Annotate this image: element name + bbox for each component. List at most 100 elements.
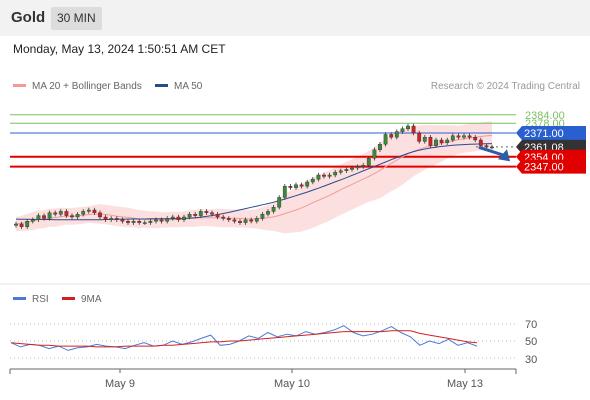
candle-body — [478, 139, 483, 146]
candle-body — [176, 216, 181, 220]
price-tag-2384.00: 2384.00 — [525, 110, 565, 122]
candle-body — [232, 219, 237, 222]
x-tick-label-may13: May 13 — [447, 378, 483, 390]
candle-body — [277, 197, 282, 208]
candle-body — [322, 174, 326, 177]
datetime-label: Monday, May 13, 2024 1:50:51 AM CET — [13, 42, 226, 56]
ma20-legend-swatch — [13, 83, 26, 87]
candle-body — [182, 216, 186, 220]
candle-body — [439, 139, 444, 143]
candle-body — [282, 185, 287, 198]
rsi-tick-30: 30 — [525, 354, 537, 366]
legend-ma50: MA 50 — [155, 81, 202, 92]
x-tick-label-may10: May 10 — [274, 378, 310, 390]
candle-body — [310, 178, 315, 183]
candle-body — [266, 211, 270, 215]
candle-body — [394, 131, 399, 138]
bollinger-band — [16, 121, 492, 234]
candle-body — [159, 219, 164, 222]
timeframe-badge[interactable]: 30 MIN — [51, 7, 102, 30]
candle-body — [473, 136, 478, 141]
candle-body — [299, 184, 304, 187]
candle-body — [422, 136, 427, 142]
ma20-legend-label: MA 20 + Bollinger Bands — [32, 81, 142, 92]
candle-body — [81, 211, 86, 215]
candle-body — [36, 215, 41, 221]
price-tag-2347.00: 2347.00 — [524, 162, 564, 174]
candle-body — [64, 211, 69, 216]
candle-body — [221, 216, 226, 219]
candle-body — [47, 212, 52, 219]
price-tag-bg-2371.00 — [516, 126, 586, 140]
candle-body — [294, 184, 298, 188]
candle-body — [226, 218, 231, 220]
rsi-y-tick-group: 70 50 30 — [525, 319, 537, 366]
candle-body — [249, 219, 254, 222]
candle-body — [372, 149, 377, 159]
candles-group — [14, 123, 494, 230]
candle-body — [333, 171, 338, 176]
candle-body — [271, 206, 276, 212]
rsi-legend-label: RSI — [32, 294, 49, 305]
price-tag-bg-2347.00 — [516, 159, 586, 174]
candle-body — [70, 215, 74, 218]
candle-body — [75, 213, 80, 218]
candle-body — [428, 136, 433, 146]
instrument-title: Gold — [11, 9, 46, 26]
candle-body — [30, 219, 35, 222]
rsi-tick-50: 50 — [525, 336, 537, 348]
candle-body — [467, 135, 472, 138]
candle-body — [378, 143, 382, 150]
rsi-9ma-line — [10, 330, 478, 348]
candle-body — [92, 209, 97, 213]
candle-body — [338, 170, 343, 173]
candle-body — [193, 213, 198, 216]
candle-body — [238, 220, 242, 223]
candle-body — [484, 145, 489, 148]
rsi-legend-swatch — [13, 296, 26, 300]
candle-body — [103, 216, 108, 220]
candle-body — [361, 164, 366, 167]
ma50-line — [15, 143, 493, 221]
x-tick-group: May 9 May 10 May 13 — [105, 369, 483, 390]
candle-body — [148, 220, 153, 223]
candle-body — [344, 169, 349, 171]
candle-body — [14, 223, 18, 226]
legend-rsi-ma: 9MA — [62, 294, 102, 305]
candle-body — [260, 213, 265, 219]
rsi-line — [10, 325, 478, 351]
candle-body — [58, 211, 63, 215]
candle-body — [462, 135, 466, 138]
candle-body — [450, 135, 455, 141]
legend-rsi: RSI — [13, 294, 49, 305]
rsi-tick-70: 70 — [525, 319, 537, 331]
candle-body — [210, 212, 214, 215]
candle-body — [53, 212, 58, 215]
candle-body — [456, 135, 461, 138]
candle-body — [131, 220, 136, 223]
candle-body — [19, 223, 24, 227]
candle-body — [98, 212, 102, 218]
legend-ma20: MA 20 + Bollinger Bands — [13, 81, 142, 92]
ma50-legend-swatch — [155, 83, 168, 87]
candle-body — [254, 218, 259, 222]
candle-body — [406, 125, 410, 129]
candle-body — [204, 211, 209, 213]
candle-body — [350, 167, 354, 170]
candle-body — [154, 219, 158, 222]
candle-body — [327, 174, 332, 177]
candle-body — [198, 211, 203, 216]
candle-body — [434, 139, 438, 146]
candle-body — [187, 213, 192, 218]
chart-header: Gold 30 MIN — [0, 0, 590, 36]
candle-body — [120, 219, 125, 222]
candle-body — [355, 166, 360, 169]
candle-body — [126, 220, 130, 223]
credit-text: Research © 2024 Trading Central — [430, 81, 580, 92]
candle-body — [417, 132, 422, 142]
forecast-arrow-head — [498, 149, 510, 162]
candle-body — [400, 128, 405, 132]
candle-body — [142, 222, 147, 224]
candle-body — [490, 146, 494, 149]
